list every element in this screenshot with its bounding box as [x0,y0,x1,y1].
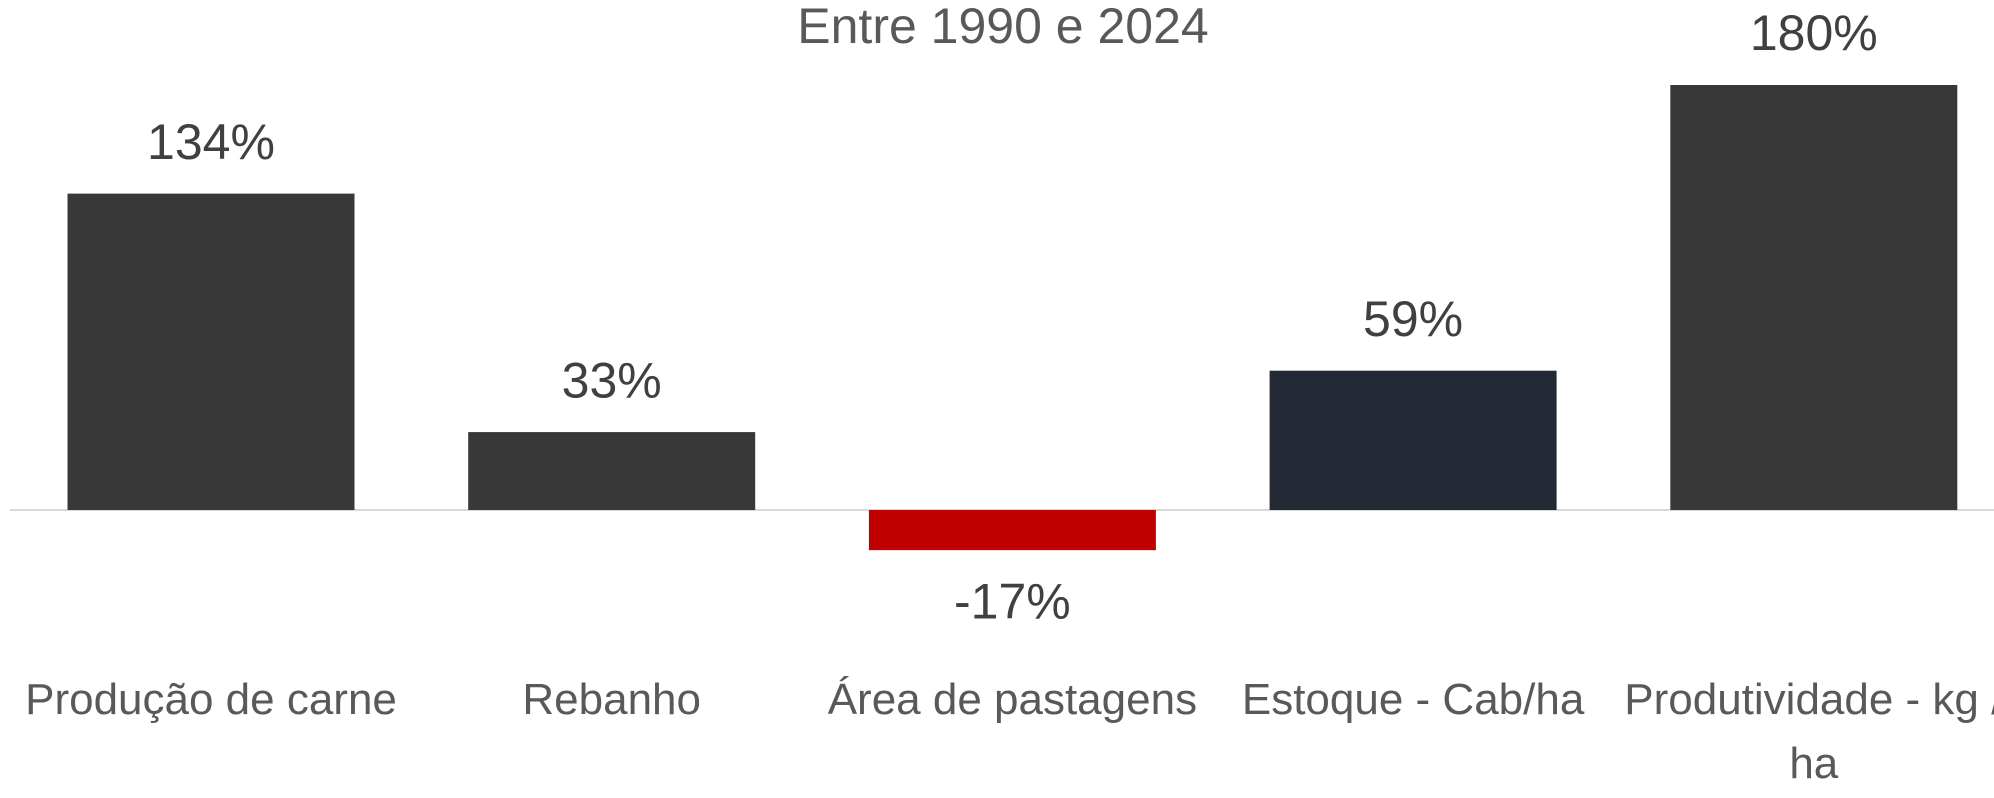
category-label: Estoque - Cab/ha [1241,675,1585,724]
category-label: Rebanho [522,675,701,724]
bar [468,432,756,510]
bar [1269,370,1557,510]
value-label: 59% [1363,291,1463,347]
value-label: 33% [562,352,662,408]
bar [67,193,355,510]
value-label: -17% [954,573,1071,629]
chart-title: Entre 1990 e 2024 [797,0,1208,54]
category-label: Área de pastagens [827,675,1198,724]
category-label: Produção de carne [25,675,397,724]
value-label: 134% [147,114,275,170]
bar [1670,85,1958,510]
bar [868,510,1156,551]
value-label: 180% [1750,5,1878,61]
category-label: Produtividade - kg / ha [1624,675,1994,788]
